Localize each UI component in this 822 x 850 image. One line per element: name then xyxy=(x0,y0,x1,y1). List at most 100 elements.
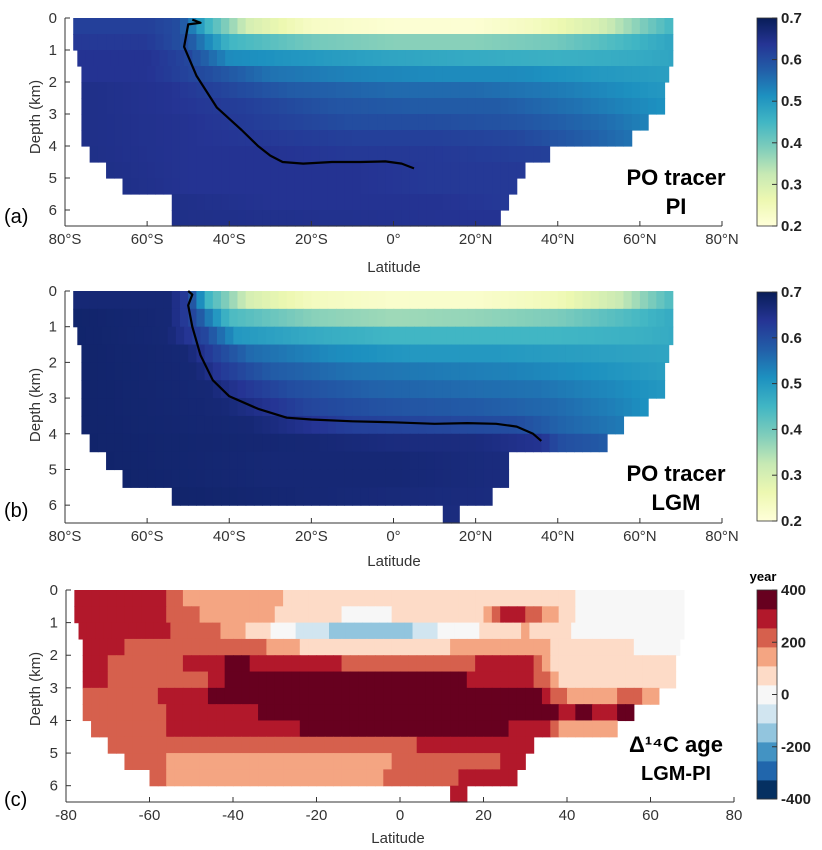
heatmap-cell xyxy=(582,380,592,399)
heatmap-cell xyxy=(294,451,304,471)
heatmap-cell xyxy=(426,146,436,163)
heatmap-cell xyxy=(565,34,575,51)
heatmap-cell xyxy=(188,469,197,488)
panel-b-xlabel: Latitude xyxy=(367,553,420,570)
heatmap-cell xyxy=(73,34,83,51)
heatmap-cell xyxy=(258,769,267,787)
heatmap-cell xyxy=(163,451,173,471)
heatmap-cell xyxy=(191,753,201,770)
heatmap-cell xyxy=(425,671,434,689)
heatmap-cell xyxy=(221,362,230,381)
heatmap-cell xyxy=(425,769,434,787)
heatmap-cell xyxy=(344,18,354,35)
heatmap-cell xyxy=(574,344,583,363)
heatmap-cell xyxy=(352,380,362,399)
heatmap-cell xyxy=(590,362,600,381)
heatmap-cell xyxy=(147,433,156,453)
heatmap-cell xyxy=(565,18,575,35)
panel-b-label: (b) xyxy=(4,500,28,522)
heatmap-cell xyxy=(615,344,625,363)
heatmap-cell xyxy=(188,362,197,381)
heatmap-cell xyxy=(122,178,132,195)
heatmap-cell xyxy=(366,753,376,770)
heatmap-cell xyxy=(237,487,247,506)
heatmap-cell xyxy=(204,98,214,115)
heatmap-cell xyxy=(600,606,610,624)
heatmap-cell xyxy=(155,308,165,328)
heatmap-cell xyxy=(397,326,407,346)
heatmap-cell xyxy=(138,178,148,195)
heatmap-cell xyxy=(245,178,255,195)
heatmap-cell xyxy=(418,82,427,99)
heatmap-cell xyxy=(291,590,301,607)
heatmap-cell xyxy=(565,308,575,328)
heatmap-cell xyxy=(639,344,649,363)
heatmap-cell xyxy=(278,114,288,131)
heatmap-cell xyxy=(521,622,531,640)
heatmap-cell xyxy=(327,451,337,471)
heatmap-cell xyxy=(391,753,401,770)
heatmap-cell xyxy=(391,769,401,787)
y-tick-label: 1 xyxy=(49,42,57,59)
heatmap-cell xyxy=(393,415,403,435)
heatmap-cell xyxy=(124,736,134,754)
heatmap-cell xyxy=(253,415,263,435)
heatmap-cell xyxy=(196,451,206,471)
heatmap-cell xyxy=(582,344,592,363)
heatmap-cell xyxy=(374,590,384,607)
heatmap-cell xyxy=(97,66,107,83)
heatmap-cell xyxy=(278,451,288,471)
heatmap-cell xyxy=(590,344,600,363)
heatmap-cell xyxy=(550,720,560,738)
heatmap-cell xyxy=(574,66,583,83)
heatmap-cell xyxy=(333,769,343,787)
heatmap-cell xyxy=(441,687,451,705)
heatmap-cell xyxy=(450,433,460,453)
heatmap-cell xyxy=(157,769,167,787)
heatmap-cell xyxy=(303,433,312,453)
heatmap-cell xyxy=(354,622,364,640)
heatmap-cell xyxy=(163,114,173,131)
heatmap-cell xyxy=(327,433,337,453)
heatmap-cell xyxy=(466,753,476,770)
heatmap-cell xyxy=(163,178,173,195)
heatmap-cell xyxy=(249,704,259,722)
heatmap-cell xyxy=(327,308,337,328)
heatmap-cell xyxy=(598,344,608,363)
heatmap-cell xyxy=(467,433,477,453)
heatmap-cell xyxy=(333,590,343,607)
heatmap-cell xyxy=(441,590,451,607)
heatmap-cell xyxy=(508,736,518,754)
heatmap-cell xyxy=(553,50,563,67)
heatmap-cell xyxy=(625,704,635,722)
heatmap-cell xyxy=(191,720,201,738)
heatmap-cell xyxy=(459,210,469,227)
heatmap-cell xyxy=(600,720,610,738)
heatmap-cell xyxy=(294,146,304,163)
heatmap-cell xyxy=(553,326,563,346)
heatmap-cell xyxy=(466,769,476,787)
heatmap-cell xyxy=(106,380,115,399)
heatmap-cell xyxy=(97,344,107,363)
heatmap-cell xyxy=(175,326,185,346)
heatmap-cell xyxy=(360,415,370,435)
heatmap-cell xyxy=(416,704,426,722)
heatmap-cell xyxy=(582,130,592,147)
heatmap-cell xyxy=(582,433,592,453)
heatmap-cell xyxy=(241,50,251,67)
heatmap-cell xyxy=(316,590,326,607)
heatmap-cell xyxy=(360,18,370,35)
heatmap-cell xyxy=(253,178,263,195)
heatmap-cell xyxy=(106,415,115,435)
heatmap-cell xyxy=(416,720,426,738)
heatmap-cell xyxy=(466,655,476,673)
heatmap-cell xyxy=(278,622,288,640)
heatmap-cell xyxy=(179,98,189,115)
heatmap-cell xyxy=(283,753,293,770)
heatmap-cell xyxy=(408,638,418,656)
heatmap-cell xyxy=(270,487,280,506)
heatmap-cell xyxy=(124,638,134,656)
heatmap-cell xyxy=(237,82,247,99)
heatmap-cell xyxy=(116,720,126,738)
heatmap-cell xyxy=(245,398,255,417)
